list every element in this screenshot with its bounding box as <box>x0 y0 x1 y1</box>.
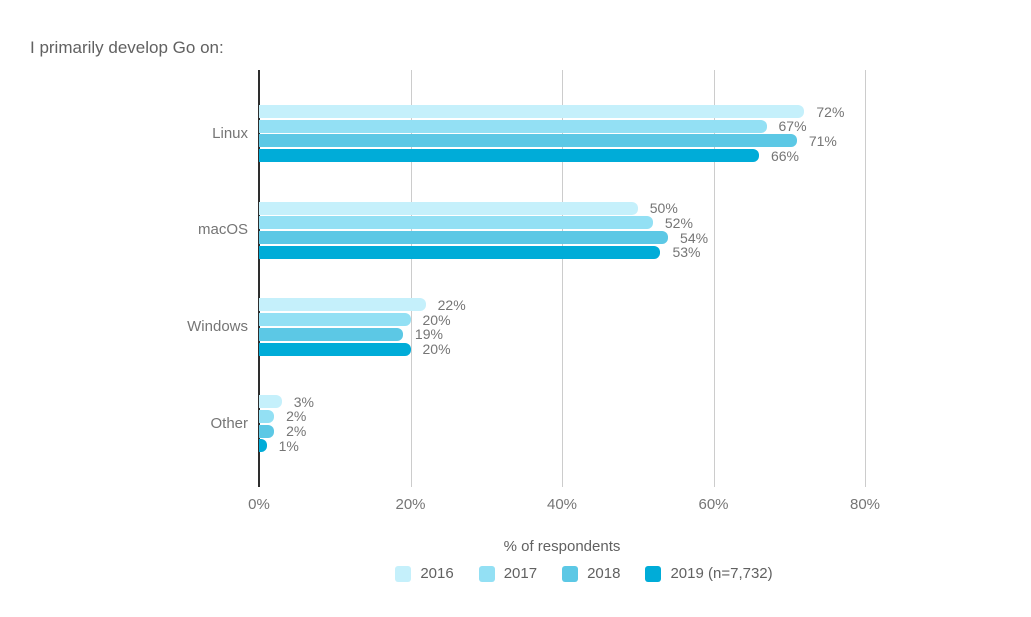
value-label-windows-2019: 20% <box>422 341 451 357</box>
legend-swatch-2016 <box>395 565 412 582</box>
legend-item-2017: 2017 <box>478 565 538 582</box>
bar-windows-2018 <box>259 327 403 341</box>
bar-linux-2018 <box>259 134 797 148</box>
legend-label-2019: 2019 (n=7,732) <box>670 565 773 582</box>
gridline-20% <box>410 70 412 487</box>
bar-other-2016 <box>259 395 282 409</box>
value-label-windows-2016: 22% <box>437 296 466 313</box>
bar-linux-2016 <box>259 105 805 118</box>
legend-label-2018: 2018 <box>587 565 621 582</box>
gridline-40% <box>562 70 563 487</box>
y-axis-line <box>258 70 260 487</box>
value-label-macos-2019: 53% <box>672 244 701 261</box>
value-label-macos-2016: 50% <box>649 200 678 217</box>
value-label-macos-2017: 52% <box>664 214 693 231</box>
category-label-linux: Linux <box>212 124 248 142</box>
bar-other-2017 <box>259 409 275 423</box>
value-label-other-2018: 2% <box>286 423 307 439</box>
x-tick-label-80%: 80% <box>849 496 881 513</box>
value-label-linux-2019: 66% <box>770 147 799 164</box>
legend-label-2017: 2017 <box>503 565 538 582</box>
bar-macos-2018 <box>259 231 669 245</box>
value-label-linux-2016: 72% <box>816 103 845 120</box>
chart-title: I primarily develop Go on: <box>30 38 224 57</box>
category-label-windows: Windows <box>187 317 248 335</box>
category-label-macos: macOS <box>197 221 248 239</box>
bar-other-2018 <box>259 424 275 438</box>
x-axis-label: % of respondents <box>503 538 621 555</box>
bar-windows-2016 <box>259 298 426 312</box>
gridline-60% <box>713 70 715 487</box>
value-label-other-2019: 1% <box>278 437 299 454</box>
legend-swatch-2019 <box>645 565 662 582</box>
gridline-80% <box>865 70 866 487</box>
x-tick-label-40%: 40% <box>546 496 578 513</box>
bar-other-2019 <box>259 439 267 453</box>
value-label-windows-2017: 20% <box>422 311 451 328</box>
bar-macos-2019 <box>259 245 661 259</box>
x-tick-label-0%: 0% <box>248 496 270 513</box>
legend: 2016 2017 2018 2019 (n=7,732) <box>259 565 909 582</box>
legend-label-2016: 2016 <box>420 565 454 582</box>
value-label-other-2017: 2% <box>286 408 307 425</box>
legend-item-2019: 2019 (n=7,732) <box>645 565 773 582</box>
bar-windows-2017 <box>259 313 411 327</box>
legend-swatch-2018 <box>562 565 579 582</box>
value-label-linux-2017: 67% <box>778 118 807 135</box>
x-tick-label-20%: 20% <box>395 496 426 513</box>
value-label-linux-2018: 71% <box>808 132 837 149</box>
category-label-other: Other <box>210 414 248 432</box>
x-tick-label-60%: 60% <box>698 496 729 513</box>
bar-windows-2019 <box>259 342 411 356</box>
legend-item-2016: 2016 <box>395 565 454 582</box>
bar-linux-2019 <box>259 149 759 163</box>
legend-swatch-2017 <box>478 565 495 582</box>
legend-item-2018: 2018 <box>562 565 620 582</box>
value-label-macos-2018: 54% <box>680 229 709 246</box>
value-label-other-2016: 3% <box>293 393 314 410</box>
bar-linux-2017 <box>259 119 767 133</box>
bar-macos-2017 <box>259 216 653 230</box>
bar-macos-2016 <box>259 201 638 215</box>
value-label-windows-2018: 19% <box>414 326 443 343</box>
